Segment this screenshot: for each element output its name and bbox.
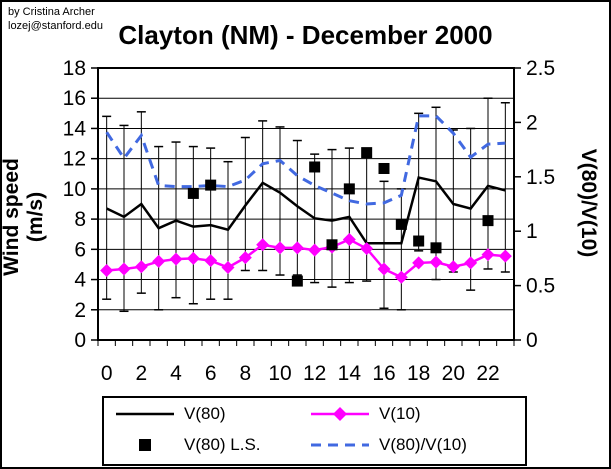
svg-text:8: 8 — [74, 208, 86, 231]
legend-label-v80-ls: V(80) L.S. — [184, 435, 261, 454]
legend-item-ratio: V(80)/V(10) — [309, 433, 467, 457]
svg-text:1.5: 1.5 — [526, 166, 555, 189]
svg-text:2: 2 — [526, 111, 538, 134]
svg-text:0: 0 — [526, 329, 538, 352]
svg-text:2: 2 — [135, 362, 147, 385]
svg-text:8: 8 — [239, 362, 251, 385]
svg-text:16: 16 — [372, 362, 395, 385]
svg-text:12: 12 — [303, 362, 326, 385]
chart-title: Clayton (NM) - December 2000 — [118, 20, 493, 50]
legend-item-v80: V(80) — [114, 402, 226, 426]
svg-text:12: 12 — [63, 148, 86, 171]
svg-text:4: 4 — [74, 269, 86, 292]
legend-label-v80: V(80) — [184, 404, 226, 423]
diamond-line-sample-icon — [311, 407, 369, 421]
svg-text:2: 2 — [74, 299, 86, 322]
svg-text:4: 4 — [170, 362, 182, 385]
svg-text:18: 18 — [63, 57, 86, 80]
byline-author: by Cristina Archer — [8, 6, 95, 18]
svg-text:20: 20 — [442, 362, 465, 385]
dashed-line-sample-icon — [311, 443, 369, 447]
legend-label-ratio: V(80)/V(10) — [379, 435, 467, 454]
svg-text:6: 6 — [205, 362, 217, 385]
svg-text:14: 14 — [63, 117, 87, 140]
legend-label-v10: V(10) — [379, 404, 421, 423]
legend-item-v10: V(10) — [309, 402, 421, 426]
svg-text:18: 18 — [407, 362, 430, 385]
svg-text:1: 1 — [526, 220, 538, 243]
byline: by Cristina Archer lozej@stanford.edu — [8, 6, 103, 34]
svg-text:2.5: 2.5 — [526, 57, 555, 80]
svg-text:14: 14 — [338, 362, 362, 385]
solid-line-sample-icon — [116, 412, 174, 416]
svg-text:6: 6 — [74, 238, 86, 261]
square-marker-sample-icon — [139, 439, 151, 451]
legend-item-v80-ls: V(80) L.S. — [114, 433, 261, 457]
svg-text:16: 16 — [63, 87, 86, 110]
legend: V(80) V(10) V(80) L.S. V(80)/V(10) — [102, 396, 527, 466]
svg-text:0: 0 — [74, 329, 86, 352]
svg-text:22: 22 — [476, 362, 499, 385]
byline-email: lozej@stanford.edu — [8, 19, 103, 32]
svg-text:0: 0 — [101, 362, 113, 385]
svg-text:0.5: 0.5 — [526, 275, 555, 298]
svg-text:10: 10 — [63, 178, 86, 201]
left-axis-title: Wind speed (m/s) — [0, 158, 47, 276]
svg-text:10: 10 — [268, 362, 291, 385]
right-axis-title: V(80)/V(10) — [577, 148, 600, 258]
